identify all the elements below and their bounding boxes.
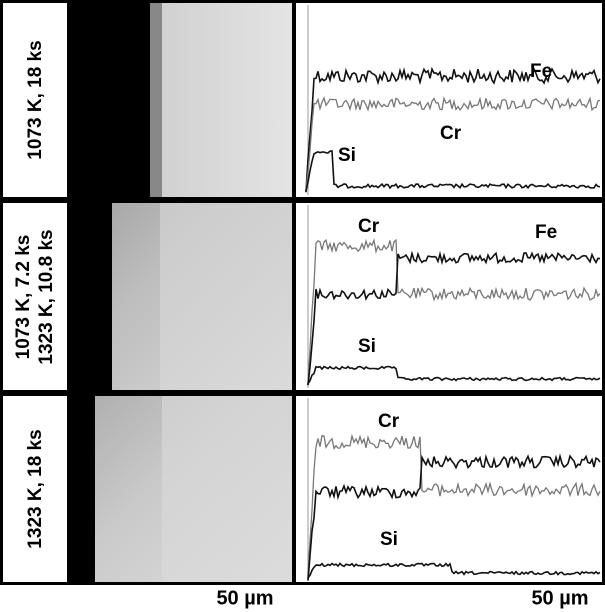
profile-trace xyxy=(307,433,601,578)
element-label: Cr xyxy=(440,123,462,144)
element-label: Cr xyxy=(378,411,400,432)
row-label: 1323 K, 10.8 ks xyxy=(36,229,57,364)
matrix xyxy=(160,203,292,390)
profile-trace xyxy=(305,96,601,191)
label-box xyxy=(3,3,67,197)
scale-bar-label: 50 µm xyxy=(216,587,273,609)
footer xyxy=(0,585,605,612)
profile-panel xyxy=(296,3,602,197)
element-label: Si xyxy=(338,145,356,166)
profile-trace xyxy=(305,150,601,191)
matrix xyxy=(162,396,292,582)
profile-trace xyxy=(305,66,601,193)
profile-trace xyxy=(307,365,601,385)
row-label: 1323 K, 18 ks xyxy=(25,429,46,548)
scale-bar-label: 50 µm xyxy=(531,587,588,609)
element-label: Fe xyxy=(530,61,552,82)
row-label: 1073 K, 7.2 ks xyxy=(13,235,34,360)
profiles xyxy=(305,5,601,581)
element-label: Fe xyxy=(535,222,557,243)
profile-trace xyxy=(307,453,601,581)
micrograph xyxy=(150,3,292,197)
label-box xyxy=(3,203,67,390)
profile-trace xyxy=(307,250,601,385)
row-label: 1073 K, 18 ks xyxy=(25,40,46,159)
element-label: Si xyxy=(358,336,376,357)
label-box xyxy=(3,396,67,582)
element-label: Si xyxy=(380,529,398,550)
oxide-layer xyxy=(150,3,162,197)
profile-trace xyxy=(307,562,601,579)
element-label: Cr xyxy=(358,216,380,237)
profile-trace xyxy=(307,238,601,385)
